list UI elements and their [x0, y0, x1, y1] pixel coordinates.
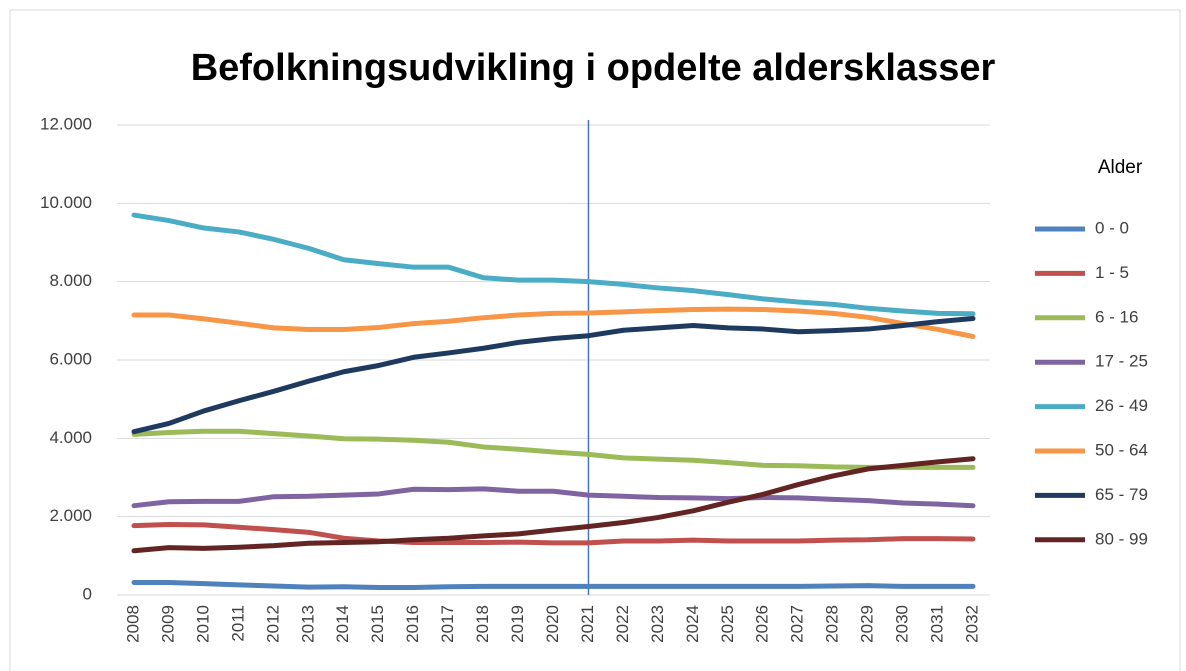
legend-label: 65 - 79: [1095, 485, 1148, 504]
series-line: [131, 486, 976, 509]
legend-label: 1 - 5: [1095, 263, 1129, 282]
x-tick-label: 2026: [753, 605, 772, 643]
x-tick-label: 2009: [158, 605, 177, 643]
legend-label: 26 - 49: [1095, 396, 1148, 415]
y-tick-label: 0: [83, 584, 92, 603]
x-tick-label: 2021: [578, 605, 597, 643]
legend-label: 0 - 0: [1095, 218, 1129, 237]
x-tick-label: 2020: [543, 605, 562, 643]
y-tick-label: 2.000: [49, 506, 92, 525]
y-tick-label: 6.000: [49, 349, 92, 368]
x-tick-label: 2019: [508, 605, 527, 643]
x-tick-label: 2031: [928, 605, 947, 643]
x-tick-label: 2008: [123, 605, 142, 643]
chart-title: Befolkningsudvikling i opdelte alderskla…: [191, 47, 996, 89]
series-line: [131, 456, 976, 554]
x-tick-label: 2013: [298, 605, 317, 643]
chart-frame: [9, 9, 1181, 671]
x-tick-label: 2023: [648, 605, 667, 643]
x-tick-label: 2022: [613, 605, 632, 643]
legend-label: 6 - 16: [1095, 307, 1138, 326]
series-line: [131, 306, 976, 339]
x-tick-label: 2024: [683, 605, 702, 643]
legend-label: 50 - 64: [1095, 440, 1148, 459]
x-tick-label: 2014: [333, 605, 352, 643]
x-tick-label: 2012: [263, 605, 282, 643]
series-line: [131, 315, 976, 435]
y-tick-label: 4.000: [49, 428, 92, 447]
y-tick-label: 8.000: [49, 271, 92, 290]
x-tick-label: 2010: [193, 605, 212, 643]
x-tick-label: 2017: [438, 605, 457, 643]
series-line: [131, 212, 976, 317]
y-tick-label: 12.000: [40, 114, 92, 133]
series-line: [131, 579, 976, 591]
series-line: [131, 522, 976, 546]
x-tick-label: 2028: [823, 605, 842, 643]
x-tick-label: 2027: [788, 605, 807, 643]
legend-title: Alder: [1098, 157, 1143, 178]
x-tick-label: 2025: [718, 605, 737, 643]
x-tick-label: 2029: [858, 605, 877, 643]
x-tick-label: 2032: [962, 605, 981, 643]
x-tick-label: 2030: [893, 605, 912, 643]
x-tick-label: 2015: [368, 605, 387, 643]
y-tick-label: 10.000: [40, 193, 92, 212]
legend-label: 17 - 25: [1095, 352, 1148, 371]
x-tick-label: 2011: [228, 605, 247, 642]
x-tick-label: 2016: [403, 605, 422, 643]
series-line: [131, 428, 976, 470]
legend-label: 80 - 99: [1095, 529, 1148, 548]
x-tick-label: 2018: [473, 605, 492, 643]
